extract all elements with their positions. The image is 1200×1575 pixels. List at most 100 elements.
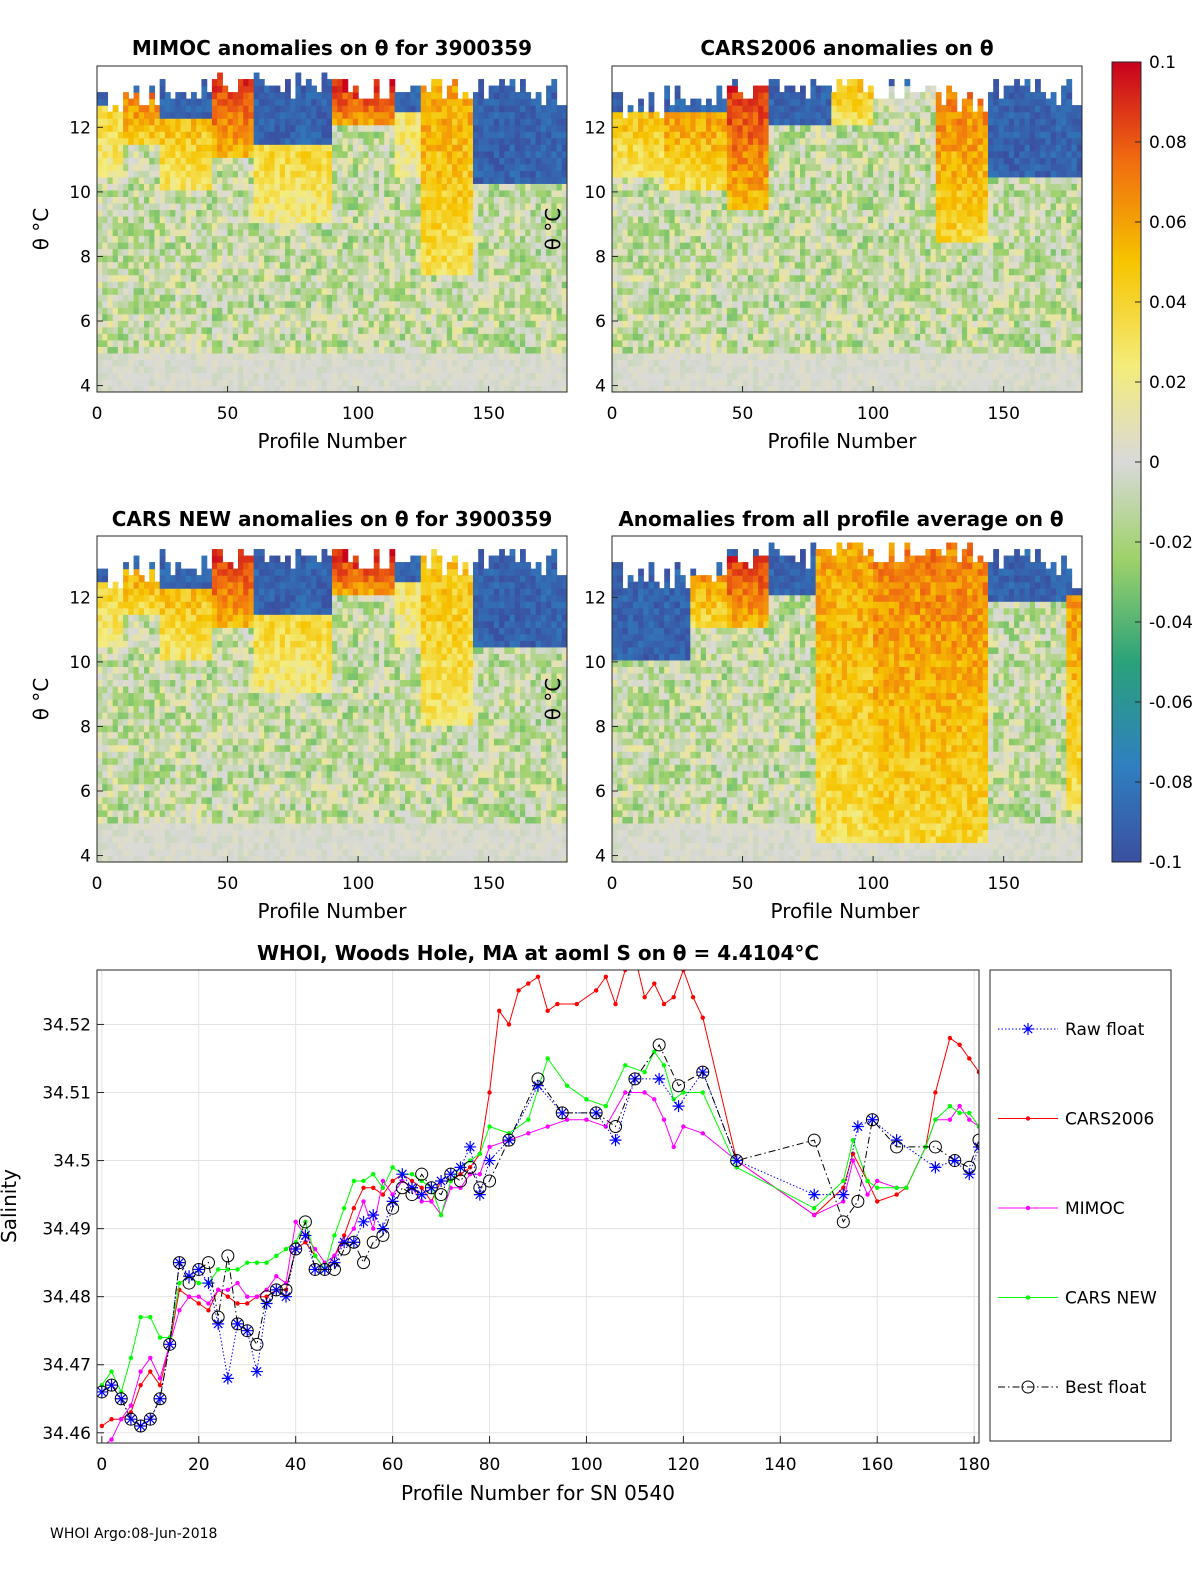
- heatmap-cell: [478, 378, 485, 387]
- heatmap-cell: [191, 365, 197, 374]
- heatmap-cell: [201, 111, 208, 119]
- heatmap-cell: [446, 144, 453, 152]
- heatmap-cell: [504, 346, 511, 354]
- heatmap-cell: [185, 131, 192, 139]
- heatmap-cell: [201, 209, 208, 217]
- heatmap-cell: [483, 176, 490, 184]
- heatmap-cell: [556, 209, 563, 217]
- heatmap-cell: [321, 365, 328, 374]
- heatmap-cell: [648, 333, 655, 341]
- heatmap-cell: [363, 150, 370, 158]
- heatmap-cell: [347, 105, 354, 113]
- heatmap-cell: [685, 118, 691, 126]
- heatmap-cell: [467, 124, 474, 132]
- heatmap-cell: [232, 209, 239, 217]
- heatmap-cell: [206, 150, 213, 158]
- heatmap-cell: [551, 268, 558, 276]
- heatmap-cell: [227, 92, 234, 100]
- heatmap-cell: [248, 124, 255, 132]
- heatmap-cell: [452, 183, 458, 191]
- heatmap-cell: [556, 274, 563, 282]
- heatmap-cell: [653, 346, 660, 354]
- heatmap-cell: [285, 320, 291, 328]
- heatmap-cell: [358, 118, 364, 126]
- heatmap-cell: [695, 300, 702, 308]
- heatmap-cell: [149, 307, 156, 315]
- heatmap-cell: [695, 274, 702, 282]
- heatmap-cell: [264, 320, 270, 328]
- heatmap-cell: [420, 105, 427, 113]
- heatmap-cell: [227, 255, 234, 263]
- heatmap-cell: [170, 274, 176, 282]
- heatmap-cell: [144, 365, 150, 374]
- heatmap-cell: [196, 339, 203, 347]
- heatmap-cell: [180, 242, 187, 250]
- heatmap-cell: [514, 313, 521, 321]
- heatmap-cell: [535, 144, 542, 152]
- heatmap-cell: [540, 118, 547, 126]
- heatmap-cell: [467, 202, 474, 211]
- heatmap-cell: [457, 242, 464, 250]
- heatmap-cell: [617, 261, 624, 269]
- heatmap-cell: [679, 359, 686, 367]
- heatmap-cell: [612, 242, 618, 250]
- heatmap-cell: [446, 131, 453, 139]
- heatmap-cell: [201, 294, 208, 302]
- heatmap-cell: [514, 333, 521, 341]
- heatmap-cell: [373, 261, 380, 269]
- heatmap-cell: [154, 118, 161, 126]
- heatmap-cell: [556, 359, 563, 367]
- heatmap-cell: [123, 137, 129, 145]
- heatmap-cell: [530, 261, 537, 269]
- heatmap-cell: [159, 183, 166, 191]
- heatmap-cell: [664, 313, 671, 321]
- heatmap-cell: [258, 209, 265, 217]
- heatmap-cell: [274, 274, 281, 282]
- heatmap-cell: [473, 144, 479, 152]
- heatmap-cell: [133, 248, 140, 256]
- heatmap-cell: [358, 150, 364, 158]
- heatmap-cell: [107, 378, 114, 387]
- heatmap-cell: [441, 359, 448, 367]
- heatmap-cell: [431, 98, 438, 106]
- heatmap-cell: [685, 307, 691, 315]
- heatmap-cell: [358, 268, 364, 276]
- heatmap-cell: [664, 229, 671, 237]
- heatmap-cell: [695, 255, 702, 263]
- heatmap-cell: [462, 385, 469, 392]
- heatmap-cell: [462, 242, 469, 250]
- heatmap-cell: [154, 144, 161, 152]
- heatmap-cell: [258, 339, 265, 347]
- heatmap-cell: [632, 339, 639, 347]
- heatmap-cell: [410, 307, 417, 315]
- heatmap-cell: [659, 281, 665, 289]
- heatmap-cell: [133, 346, 140, 354]
- heatmap-cell: [452, 385, 458, 392]
- heatmap-cell: [627, 320, 634, 328]
- heatmap-cell: [473, 189, 479, 197]
- heatmap-cell: [368, 144, 375, 152]
- heatmap-cell: [405, 124, 411, 132]
- heatmap-cell: [363, 326, 370, 334]
- heatmap-cell: [525, 209, 532, 217]
- heatmap-cell: [196, 215, 203, 224]
- heatmap-cell: [138, 313, 145, 321]
- heatmap-cell: [368, 209, 375, 217]
- heatmap-cell: [441, 144, 448, 152]
- heatmap-cell: [164, 196, 171, 204]
- heatmap-cell: [462, 261, 469, 269]
- heatmap-cell: [473, 202, 479, 211]
- heatmap-cell: [473, 294, 479, 302]
- heatmap-cell: [643, 261, 650, 269]
- heatmap-cell: [648, 372, 655, 380]
- heatmap-cell: [138, 170, 145, 178]
- heatmap-cell: [175, 255, 182, 263]
- heatmap-cell: [483, 209, 490, 217]
- heatmap-cell: [700, 294, 707, 302]
- heatmap-cell: [123, 118, 129, 126]
- heatmap-cell: [97, 144, 103, 152]
- heatmap-cell: [669, 196, 676, 204]
- heatmap-cell: [561, 372, 567, 380]
- heatmap-cell: [648, 339, 655, 347]
- heatmap-cell: [201, 346, 208, 354]
